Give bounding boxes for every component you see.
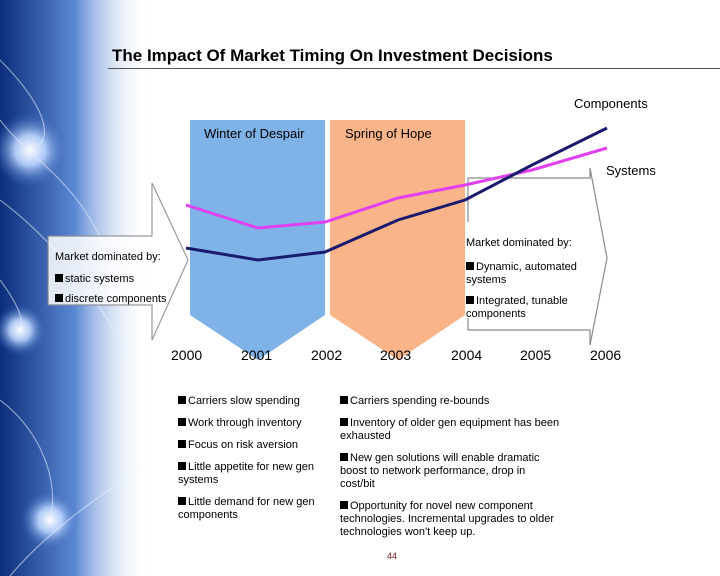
winter-period-label: Winter of Despair	[204, 126, 305, 141]
year-label: 2003	[380, 347, 412, 363]
title-divider	[108, 68, 720, 69]
right-market-item: Dynamic, automated systems	[466, 261, 586, 287]
list-item: Carriers spending re-bounds	[340, 395, 560, 408]
square-bullet-icon	[340, 418, 348, 426]
square-bullet-icon	[178, 396, 186, 404]
systems-series-label: Systems	[606, 163, 656, 178]
left-market-arrow	[47, 182, 189, 341]
square-bullet-icon	[178, 497, 186, 505]
year-label: 2006	[590, 347, 622, 363]
spring-period-label: Spring of Hope	[345, 126, 432, 141]
spring-bullet-list: Carriers spending re-bounds Inventory of…	[340, 395, 560, 548]
square-bullet-icon	[466, 262, 474, 270]
left-market-item-label: discrete components	[65, 293, 167, 305]
square-bullet-icon	[178, 440, 186, 448]
year-label: 2005	[520, 347, 552, 363]
spring-band	[330, 120, 465, 360]
components-line	[185, 126, 608, 262]
list-item: New gen solutions will enable dramatic b…	[340, 452, 540, 490]
year-label: 2004	[451, 347, 483, 363]
list-item: Inventory of older gen equipment has bee…	[340, 417, 560, 442]
winter-band	[190, 120, 325, 360]
page-title: The Impact Of Market Timing On Investmen…	[112, 46, 553, 65]
square-bullet-icon	[178, 418, 186, 426]
list-item: Opportunity for novel new component tech…	[340, 500, 555, 538]
left-market-item: static systems	[55, 273, 134, 286]
square-bullet-icon	[55, 294, 63, 302]
right-market-heading: Market dominated by:	[466, 237, 572, 249]
left-market-heading: Market dominated by:	[55, 251, 161, 263]
square-bullet-icon	[466, 296, 474, 304]
year-label: 2000	[171, 347, 203, 363]
list-item: Work through inventory	[178, 417, 328, 430]
systems-line	[185, 146, 608, 230]
list-item: Carriers slow spending	[178, 395, 328, 408]
square-bullet-icon	[55, 274, 63, 282]
list-item: Focus on risk aversion	[178, 439, 328, 452]
winter-bullet-list: Carriers slow spending Work through inve…	[178, 395, 328, 531]
components-series-label: Components	[574, 96, 648, 111]
list-item: Little appetite for new gen systems	[178, 461, 314, 486]
square-bullet-icon	[340, 453, 348, 461]
year-label: 2002	[311, 347, 343, 363]
left-market-item: discrete components	[55, 293, 167, 306]
page-number: 44	[387, 551, 398, 561]
square-bullet-icon	[340, 396, 348, 404]
square-bullet-icon	[340, 501, 348, 509]
year-label: 2001	[241, 347, 273, 363]
square-bullet-icon	[178, 462, 186, 470]
right-market-item: Integrated, tunable components	[466, 295, 586, 321]
left-market-item-label: static systems	[65, 273, 135, 285]
list-item: Little demand for new gen components	[178, 496, 315, 521]
right-market-item-label: Dynamic, automated systems	[466, 261, 577, 286]
right-market-item-label: Integrated, tunable components	[466, 295, 568, 320]
